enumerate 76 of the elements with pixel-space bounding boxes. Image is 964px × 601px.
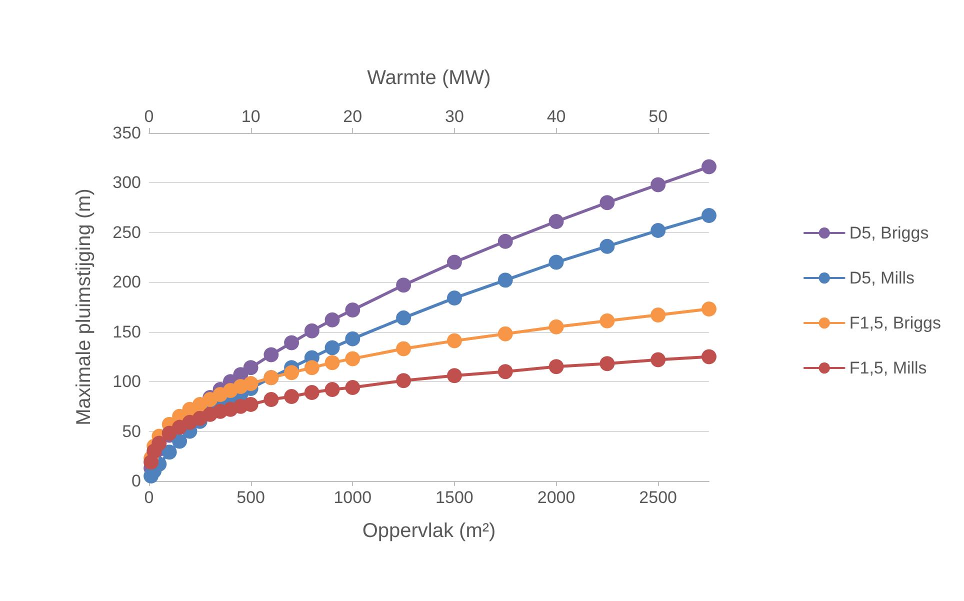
point <box>702 349 716 364</box>
x-tick-label: 1500 <box>436 488 474 507</box>
x2-tick-label: 30 <box>444 107 464 126</box>
point <box>650 177 666 192</box>
point <box>324 382 340 398</box>
point <box>446 290 462 306</box>
point <box>162 444 177 460</box>
point <box>345 351 360 366</box>
point <box>243 360 258 376</box>
point <box>702 159 716 174</box>
point <box>304 323 320 338</box>
point <box>284 388 300 404</box>
y-axis-title: Maximale pluimstijging (m) <box>73 188 95 426</box>
point <box>304 385 320 400</box>
point <box>498 272 513 288</box>
point <box>284 365 300 380</box>
point <box>650 307 666 322</box>
point <box>324 355 340 370</box>
point <box>396 373 412 388</box>
x2-axis-title: Warmte (MW) <box>367 67 491 89</box>
point <box>446 368 462 384</box>
point <box>548 359 564 374</box>
y-tick-label: 50 <box>122 422 141 441</box>
point <box>498 364 513 380</box>
point <box>345 331 360 346</box>
point <box>498 234 513 249</box>
point <box>446 333 462 348</box>
point <box>396 278 412 293</box>
legend-label: D5, Briggs <box>849 224 929 242</box>
point <box>548 319 564 334</box>
point <box>498 326 513 342</box>
legend-label: F1,5, Mills <box>849 358 927 378</box>
point <box>702 301 716 316</box>
x-tick-label: 1000 <box>334 488 372 507</box>
point <box>243 376 258 392</box>
x2-tick-label: 20 <box>343 107 362 126</box>
point <box>324 340 340 356</box>
y-tick-label: 350 <box>112 124 141 142</box>
x2-tick-label: 0 <box>144 107 154 126</box>
point <box>702 208 716 224</box>
x-tick-label: 2500 <box>639 488 678 507</box>
point <box>396 310 412 326</box>
y-tick-label: 0 <box>132 472 141 490</box>
x-tick-label: 500 <box>236 488 266 507</box>
y-tick-label: 300 <box>112 173 141 192</box>
x2-tick-label: 40 <box>546 107 566 126</box>
point <box>284 335 300 350</box>
point <box>396 341 412 356</box>
point <box>600 195 615 210</box>
point <box>345 302 360 318</box>
y-tick-label: 250 <box>112 222 141 242</box>
x2-tick-label: 10 <box>241 107 260 126</box>
point <box>264 347 279 362</box>
point <box>324 312 340 328</box>
point <box>152 436 167 451</box>
legend-label: D5, Mills <box>849 268 915 288</box>
point <box>548 254 564 270</box>
point <box>600 313 615 328</box>
x-axis-title: Oppervlak (m²) <box>362 520 496 542</box>
legend-label: F1,5, Briggs <box>849 314 942 332</box>
point <box>304 360 320 376</box>
point <box>548 214 564 229</box>
point <box>600 238 615 254</box>
y-tick-label: 150 <box>112 322 141 342</box>
point <box>264 392 279 407</box>
point <box>243 396 258 412</box>
point <box>650 352 666 368</box>
point <box>345 380 360 396</box>
x2-tick-label: 50 <box>648 107 668 126</box>
point <box>650 222 666 238</box>
y-tick-label: 100 <box>112 372 141 392</box>
point <box>446 254 462 270</box>
x-tick-label: 2000 <box>537 488 576 507</box>
x-tick-label: 0 <box>144 488 154 507</box>
point <box>600 356 615 372</box>
y-tick-label: 200 <box>112 272 141 292</box>
